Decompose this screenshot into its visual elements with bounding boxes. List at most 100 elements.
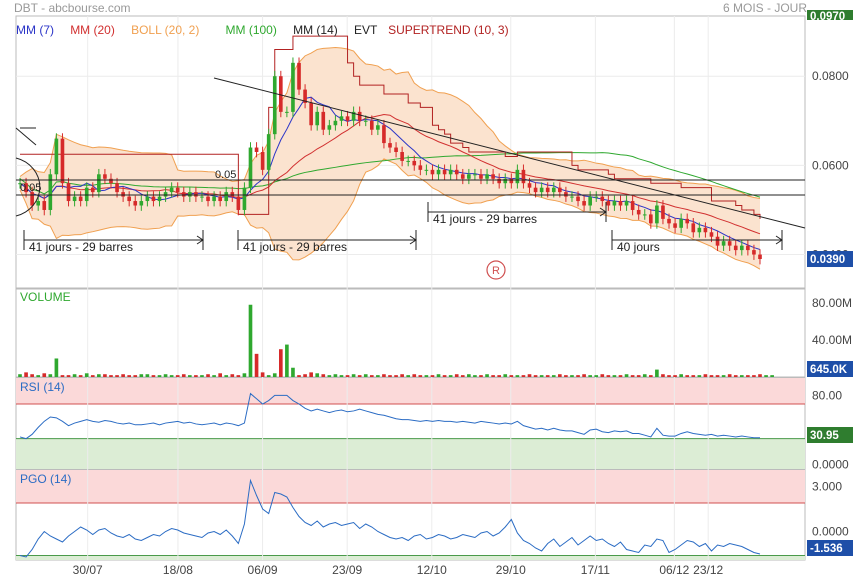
- candle-body: [624, 201, 629, 206]
- volume-bar: [115, 375, 119, 377]
- candle-body: [394, 147, 398, 152]
- candle-body: [109, 178, 113, 184]
- pgo-line: [19, 478, 761, 558]
- volume-bar: [594, 375, 599, 377]
- candle-body: [309, 102, 313, 126]
- rsi-overbought-zone: [16, 378, 805, 404]
- candle-body: [200, 196, 204, 198]
- level-label-2: 0.05: [215, 169, 236, 181]
- volume-bar: [533, 375, 538, 377]
- legend-item: MM (100): [226, 23, 277, 37]
- ma100-line: [19, 152, 761, 198]
- volume-bar: [291, 367, 295, 377]
- candle-body: [242, 187, 247, 210]
- rsi-line: [19, 392, 760, 440]
- candle-body: [163, 192, 168, 197]
- candle-body: [655, 205, 659, 224]
- volume-bar: [54, 358, 59, 377]
- candle-body: [551, 187, 556, 193]
- candle-body: [733, 245, 738, 251]
- candle-body: [697, 227, 702, 233]
- volume-bar: [491, 375, 495, 377]
- volume-bar: [303, 374, 307, 377]
- bollinger-upper: [19, 46, 761, 199]
- volume-bar: [667, 375, 671, 377]
- volume-bar: [30, 374, 34, 377]
- rsi-panel-label: RSI (14): [20, 380, 65, 394]
- candle-body: [333, 120, 338, 126]
- volume-bar: [582, 374, 586, 377]
- volume-tick-label: 40.00M: [812, 333, 852, 347]
- candle-body: [497, 178, 501, 184]
- volume-bar: [454, 374, 459, 377]
- candle-body: [236, 196, 241, 210]
- span-label: 41 jours - 29 barres: [29, 240, 133, 254]
- volume-bar: [333, 374, 338, 377]
- volume-bar: [357, 375, 362, 377]
- x-tick-label: 29/10: [496, 563, 526, 577]
- volume-bar: [363, 374, 368, 377]
- volume-bar: [649, 375, 653, 377]
- volume-bar: [551, 375, 556, 377]
- volume-bar: [679, 374, 683, 377]
- volume-bar: [715, 375, 720, 377]
- candle-body: [412, 160, 417, 166]
- candle-body: [54, 138, 59, 175]
- volume-bar: [309, 372, 313, 377]
- volume-bar: [254, 353, 259, 377]
- volume-bar: [279, 349, 283, 377]
- pgo-panel-label: PGO (14): [20, 472, 71, 486]
- volume-bar: [84, 373, 89, 377]
- candle-body: [460, 174, 465, 179]
- rsi-tick-label: 80.00: [812, 388, 842, 402]
- candle-body: [376, 125, 380, 130]
- candle-body: [527, 183, 532, 188]
- axes-labels: 30/07 18/08 06/09 23/09 12/10 29/10 17/11 06/12…: [20, 10, 853, 577]
- current-rsi-badge-bg: [807, 427, 853, 443]
- site-title: DBT - abcbourse.com: [14, 1, 131, 15]
- volume-bar: [709, 375, 714, 377]
- candle-body: [642, 214, 647, 216]
- volume-bar: [412, 374, 417, 377]
- volume-bar: [406, 375, 411, 377]
- rsi-tick-label: 0.0000: [812, 458, 849, 472]
- trend-line-start: [15, 127, 37, 146]
- candle-body: [97, 174, 101, 193]
- span-label: 41 jours - 29 barres: [433, 212, 537, 226]
- volume-bar: [467, 374, 471, 377]
- candle-body: [509, 178, 514, 184]
- candle-body: [448, 169, 453, 175]
- volume-bar: [460, 375, 465, 377]
- volume-bar: [218, 373, 222, 377]
- candle-body: [473, 174, 477, 176]
- pgo-tick-label: 3.000: [812, 480, 842, 494]
- price-candles: [18, 57, 762, 265]
- volume-bar: [297, 375, 301, 377]
- candle-body: [175, 187, 180, 193]
- candle-body: [327, 125, 332, 130]
- candle-body: [600, 196, 605, 202]
- volume-bar: [497, 375, 501, 377]
- candle-body: [36, 201, 41, 206]
- candle-body: [291, 62, 295, 112]
- candle-body: [515, 169, 520, 184]
- candle-body: [661, 205, 665, 219]
- volume-bar: [121, 374, 125, 377]
- candle-body: [533, 187, 538, 193]
- current-pgo-badge-bg: [807, 540, 853, 556]
- candle-body: [103, 174, 107, 179]
- volume-bar: [18, 374, 22, 377]
- candle-body: [406, 160, 411, 162]
- volume-bar: [321, 374, 326, 377]
- candle-body: [90, 187, 95, 193]
- candle-body: [169, 187, 174, 193]
- candle-body: [709, 232, 714, 237]
- volume-bar: [503, 374, 508, 377]
- span-label: 40 jours: [617, 240, 660, 254]
- candle-body: [606, 201, 611, 206]
- candle-body: [758, 254, 762, 260]
- volume-bar: [212, 375, 216, 377]
- candle-body: [612, 201, 617, 206]
- pgo-upper-zone: [16, 470, 805, 503]
